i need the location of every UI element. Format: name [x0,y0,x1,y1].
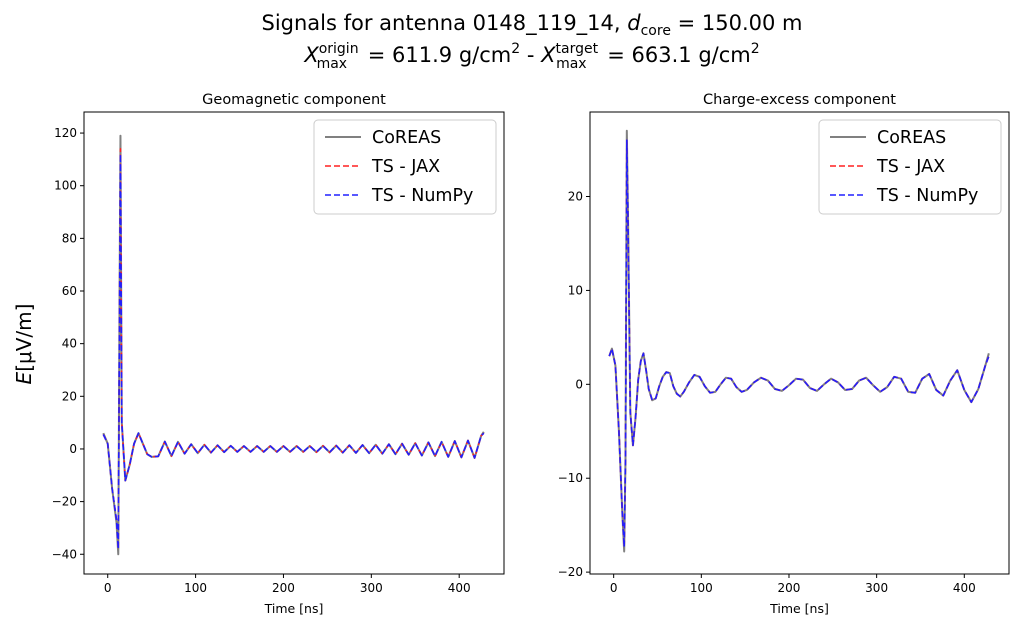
y-tick-label: 10 [568,283,583,297]
y-tick-label: 40 [62,337,77,351]
legend-label-coreas: CoREAS [877,128,946,148]
axes-frame [589,111,1010,575]
legend-box [313,119,497,215]
series-line-ts-numpy [608,139,990,548]
legend: CoREAS TS - JAX TS - NumPy [818,119,1002,215]
figure-title-line1: Signals for antenna 0148_119_14, dcore =… [261,11,802,39]
legend-label-ts-jax: TS - JAX [876,157,945,177]
legend-label-ts-jax: TS - JAX [371,157,440,177]
x-tick-label: 400 [448,581,471,595]
y-tick-label: 80 [62,231,77,245]
y-tick-label: 20 [62,389,77,403]
y-tick-label: −40 [52,547,77,561]
x-tick-label: 0 [104,581,112,595]
x-tick-label: 300 [865,581,888,595]
y-tick-label: 0 [69,442,77,456]
series-line-ts-numpy [102,153,485,550]
y-tick-label: 20 [568,190,583,204]
x-axis-label: Time [ns] [769,601,829,616]
y-tick-label: 120 [54,126,77,140]
legend-label-ts-numpy: TS - NumPy [876,186,978,206]
y-tick-label: −20 [558,565,583,579]
figure-title-line2: Xorigin max = 611.9 g/cm2 - Xtarget max = … [303,41,759,72]
legend-label-coreas: CoREAS [372,128,441,148]
axes-title: Charge-excess component [703,92,896,108]
x-tick-label: 100 [690,581,713,595]
x-tick-label: 0 [610,581,618,595]
legend: CoREAS TS - JAX TS - NumPy [313,119,497,215]
x-tick-label: 400 [953,581,976,595]
axes-title: Geomagnetic component [202,92,386,108]
x-axis-label: Time [ns] [264,601,324,616]
axes-frame [83,111,505,575]
x-tick-label: 100 [184,581,207,595]
x-tick-label: 200 [778,581,801,595]
series-group [102,134,485,556]
legend-label-ts-numpy: TS - NumPy [371,186,473,206]
legend-box [818,119,1002,215]
x-tick-label: 300 [360,581,383,595]
y-tick-label: −10 [558,471,583,485]
y-tick-label: 60 [62,284,77,298]
y-tick-label: 100 [54,179,77,193]
y-tick-label: −20 [52,495,77,509]
y-tick-label: 0 [575,377,583,391]
x-tick-label: 200 [272,581,295,595]
y-axis-label: E[μV/m] [12,304,36,385]
series-group [608,129,990,553]
